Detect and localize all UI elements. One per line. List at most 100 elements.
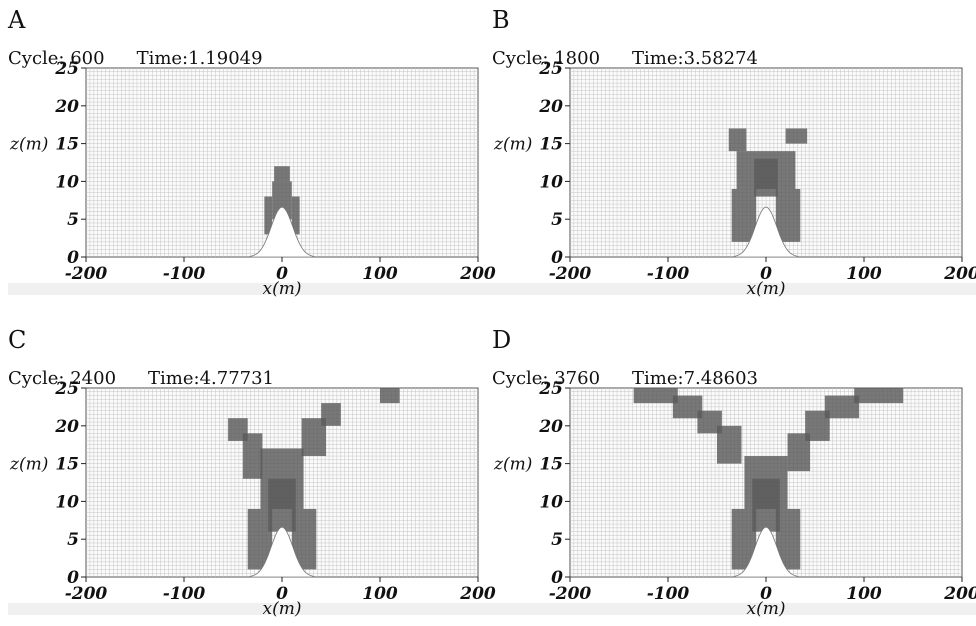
base-strip [492,603,976,615]
refined-cell-8 [268,478,296,532]
refined-cell-0 [633,388,678,404]
y-tick-label-0: 0 [551,568,563,588]
y-tick-label-3: 15 [539,135,563,155]
y-tick-label-1: 5 [67,210,79,230]
x-tick-label-3: 100 [846,584,882,604]
hill-obstacle [250,206,314,258]
x-tick-label-4: 200 [459,264,496,284]
base-strip [8,603,492,615]
base-strip [8,283,492,295]
refined-cell-1 [785,128,808,144]
refined-cell-4 [854,388,904,404]
refined-cell-0 [728,128,747,152]
y-axis-title: z(m) [493,135,532,155]
x-tick-label-0: -200 [65,264,108,284]
panel-a: A Cycle: 600 Time:1.19049 -200 -100 0 100 200… [8,6,496,306]
panel-d: D Cycle: 3760 Time:7.48603 -200 -100 0 100 20… [492,326,976,626]
x-tick-label-2: 0 [276,264,288,284]
x-tick-label-4: 200 [459,584,496,604]
refined-cell-7 [787,433,811,472]
y-tick-label-4: 20 [54,97,79,117]
plot-b: -200 -100 0 100 200 0 5 10 15 20 25 x(m) z(m) [492,59,976,299]
y-tick-label-1: 5 [551,530,563,550]
y-tick-label-3: 15 [55,455,79,475]
refined-cell-0 [272,181,292,220]
refined-cell-2 [264,196,273,235]
refined-cell-5 [824,395,860,419]
refined-regions [728,128,808,242]
x-tick-label-3: 100 [846,264,882,284]
x-tick-label-0: -200 [549,584,592,604]
refined-cell-1 [274,166,290,182]
x-axis-title: x(m) [747,279,786,299]
x-tick-label-2: 0 [760,584,772,604]
y-axis-title: z(m) [9,135,48,155]
refined-cell-11 [752,478,780,532]
refined-cell-3 [291,196,300,235]
y-tick-label-0: 0 [67,568,79,588]
time-label-c: Time:4.77731 [148,368,275,389]
y-tick-label-5: 25 [538,59,563,79]
plot-d: -200 -100 0 100 200 0 5 10 15 20 25 x(m) z(m) [492,379,976,619]
refined-cell-3 [321,403,341,426]
y-tick-label-4: 20 [538,97,563,117]
x-tick-label-3: 100 [362,584,398,604]
y-tick-label-2: 10 [539,172,563,192]
y-tick-label-2: 10 [55,172,79,192]
refined-cell-4 [775,188,801,242]
cycle-label-a: Cycle: 600 [8,48,105,69]
plot-a: -200 -100 0 100 200 0 5 10 15 20 25 x(m) z(m) [8,59,496,299]
panel-letter-a: A [8,6,26,34]
y-tick-label-5: 25 [54,59,79,79]
y-tick-label-0: 0 [551,248,563,268]
y-tick-label-4: 20 [54,417,79,437]
x-tick-label-1: -100 [647,264,690,284]
x-tick-label-0: -200 [549,264,592,284]
y-tick-label-0: 0 [67,248,79,268]
x-axis-title: x(m) [747,599,786,619]
panel-header-d: Cycle: 3760 Time:7.48603 [492,368,758,390]
hill-obstacle [250,526,314,578]
x-tick-label-0: -200 [65,584,108,604]
panel-header-b: Cycle: 1800 Time:3.58274 [492,48,758,70]
y-tick-label-2: 10 [55,492,79,512]
x-tick-label-3: 100 [362,264,398,284]
plot-c: -200 -100 0 100 200 0 5 10 15 20 25 x(m) z(m) [8,379,496,619]
hill-obstacle [734,526,798,578]
base-strip [492,283,976,295]
refined-cell-2 [697,410,722,434]
refined-cell-4 [380,388,400,404]
x-tick-label-4: 200 [943,584,976,604]
mesh-grid [570,68,962,257]
x-tick-label-1: -100 [163,584,206,604]
panel-b: B Cycle: 1800 Time:3.58274 -200 -100 0 100 20… [492,6,976,306]
x-axis-title: x(m) [263,599,302,619]
time-label-d: Time:7.48603 [632,368,759,389]
y-tick-label-5: 25 [538,379,563,399]
refined-cell-5 [754,158,778,197]
y-tick-label-5: 25 [54,379,79,399]
x-tick-label-1: -100 [163,264,206,284]
refined-regions [633,388,904,570]
x-tick-label-2: 0 [276,584,288,604]
y-tick-label-1: 5 [67,530,79,550]
hill-obstacle [734,206,798,258]
x-axis-title: x(m) [263,279,302,299]
panel-header-a: Cycle: 600 Time:1.19049 [8,48,263,70]
y-tick-label-4: 20 [538,417,563,437]
refined-cell-3 [717,425,742,464]
refined-regions [264,166,300,235]
y-tick-label-1: 5 [551,210,563,230]
cycle-label-d: Cycle: 3760 [492,368,601,389]
refined-cell-1 [242,433,263,479]
time-label-a: Time:1.19049 [136,48,263,69]
panel-letter-d: D [492,326,512,354]
x-tick-label-4: 200 [943,264,976,284]
x-tick-label-1: -100 [647,584,690,604]
y-axis-title: z(m) [493,455,532,475]
panel-c: C Cycle: 2400 Time:4.77731 -200 -100 0 100 20… [8,326,496,626]
x-tick-label-2: 0 [760,264,772,284]
panel-letter-b: B [492,6,510,34]
y-axis-title: z(m) [9,455,48,475]
time-label-b: Time:3.58274 [632,48,759,69]
